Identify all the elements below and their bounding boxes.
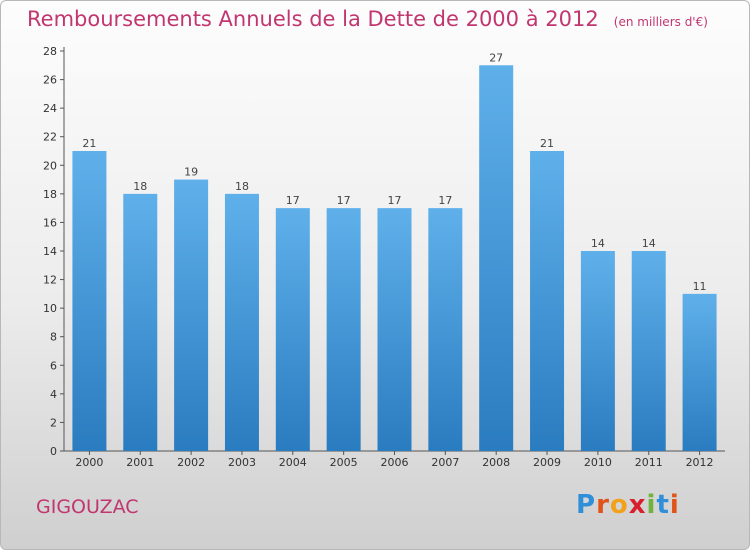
bar <box>224 193 259 451</box>
bar <box>123 193 158 451</box>
y-tick-label: 4 <box>50 388 57 401</box>
y-tick-label: 26 <box>43 74 57 87</box>
commune-name: GIGOUZAC <box>36 496 139 518</box>
bar-value-label: 14 <box>642 237 656 250</box>
bar <box>479 65 514 452</box>
bar-value-label: 21 <box>540 137 554 150</box>
x-tick-label: 2012 <box>686 456 714 469</box>
bar <box>72 151 107 451</box>
bar-value-label: 14 <box>591 237 605 250</box>
y-tick-label: 0 <box>50 445 57 458</box>
bar-value-label: 11 <box>693 280 707 293</box>
bar <box>174 179 209 452</box>
x-tick-label: 2002 <box>177 456 205 469</box>
bar-value-label: 21 <box>82 137 96 150</box>
y-tick-label: 28 <box>43 45 57 58</box>
bar <box>428 208 463 451</box>
y-tick-label: 2 <box>50 416 57 429</box>
y-tick-label: 16 <box>43 216 57 229</box>
y-tick-label: 24 <box>43 102 57 115</box>
chart-title: Remboursements Annuels de la Dette de 20… <box>27 7 599 31</box>
x-tick-label: 2005 <box>330 456 358 469</box>
brand-letter: x <box>628 490 647 520</box>
bar-value-label: 18 <box>235 180 249 193</box>
y-tick-label: 14 <box>43 245 57 258</box>
brand-logo: Proxiti <box>576 490 680 520</box>
bar-value-label: 17 <box>438 194 452 207</box>
bar <box>275 208 310 451</box>
x-tick-label: 2008 <box>482 456 510 469</box>
x-tick-label: 2003 <box>228 456 256 469</box>
y-tick-label: 6 <box>50 359 57 372</box>
bar-value-label: 17 <box>286 194 300 207</box>
brand-letter: t <box>656 490 670 520</box>
chart-unit: (en milliers d'€) <box>613 15 708 29</box>
brand-letter: o <box>609 490 629 520</box>
x-tick-label: 2001 <box>126 456 154 469</box>
bar <box>326 208 361 451</box>
bar-value-label: 17 <box>337 194 351 207</box>
bar <box>530 151 565 451</box>
x-tick-label: 2000 <box>75 456 103 469</box>
y-tick-label: 22 <box>43 131 57 144</box>
chart-header: Remboursements Annuels de la Dette de 20… <box>27 7 708 31</box>
brand-letter: P <box>576 490 597 520</box>
y-tick-label: 10 <box>43 302 57 315</box>
y-tick-label: 18 <box>43 188 57 201</box>
bar <box>580 251 615 451</box>
x-tick-label: 2007 <box>431 456 459 469</box>
brand-letter: i <box>646 490 657 520</box>
brand-letter: r <box>596 490 610 520</box>
x-tick-label: 2009 <box>533 456 561 469</box>
bar <box>682 293 717 451</box>
brand-letter: i <box>669 490 680 520</box>
x-tick-label: 2010 <box>584 456 612 469</box>
bar <box>377 208 412 451</box>
bar-value-label: 18 <box>133 180 147 193</box>
bar-value-label: 17 <box>388 194 402 207</box>
x-tick-label: 2004 <box>279 456 307 469</box>
y-tick-label: 8 <box>50 331 57 344</box>
y-tick-label: 12 <box>43 274 57 287</box>
chart-bars: 21 18 19 18 17 17 17 17 27 21 14 14 11 <box>72 51 717 452</box>
y-tick-label: 20 <box>43 159 57 172</box>
x-tick-label: 2011 <box>635 456 663 469</box>
bar-value-label: 19 <box>184 166 198 179</box>
bar-value-label: 27 <box>489 51 503 64</box>
x-tick-label: 2006 <box>381 456 409 469</box>
bar <box>631 251 666 451</box>
